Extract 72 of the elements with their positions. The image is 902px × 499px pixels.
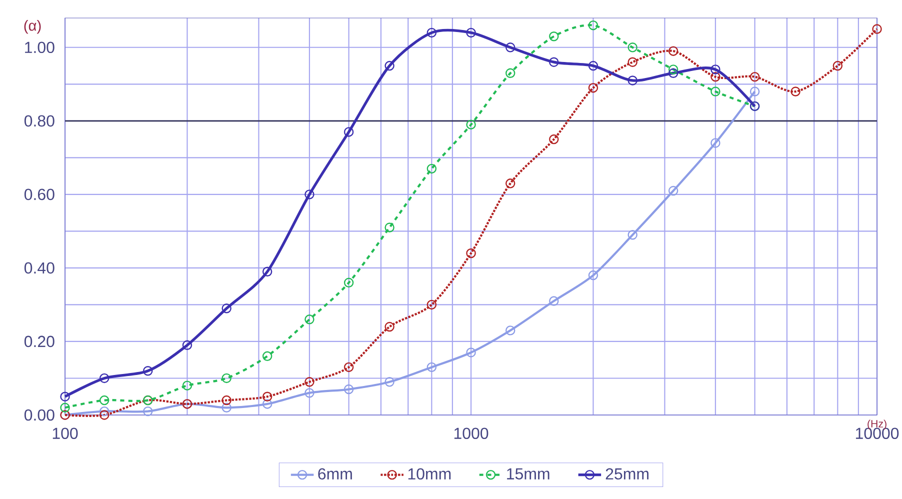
point: [628, 230, 638, 240]
legend-label: 25mm: [606, 468, 648, 480]
point: [384, 60, 394, 71]
point: [222, 402, 232, 413]
point: [505, 326, 516, 336]
y-tick-label: 0.80: [24, 115, 54, 127]
point: [872, 24, 882, 34]
x-tick-label: 100: [52, 428, 78, 440]
point: [99, 395, 110, 406]
point: [344, 384, 354, 394]
point: [222, 304, 232, 314]
point: [505, 68, 516, 78]
point: [99, 373, 110, 384]
point: [466, 248, 476, 258]
point: [668, 186, 678, 196]
point: [384, 322, 394, 332]
point: [344, 278, 354, 288]
point: [505, 178, 516, 188]
point: [790, 86, 800, 96]
point: [710, 72, 720, 82]
legend-label: 10mm: [408, 468, 451, 480]
x-tick-label: 10000: [856, 428, 899, 440]
point: [222, 395, 232, 406]
point: [262, 351, 272, 362]
point: [668, 46, 678, 56]
point: [304, 190, 314, 200]
point: [832, 60, 843, 71]
y-tick-label: 0.60: [24, 188, 54, 200]
legend-label: 15mm: [507, 468, 550, 480]
point: [710, 64, 720, 74]
x-tick-label: 1000: [454, 428, 488, 440]
point: [750, 72, 760, 82]
point: [99, 406, 110, 416]
point: [384, 377, 394, 387]
point: [588, 60, 598, 71]
point: [60, 392, 70, 402]
point: [588, 82, 598, 93]
point: [262, 399, 272, 409]
point: [668, 68, 678, 78]
point: [466, 120, 476, 130]
point: [466, 28, 476, 38]
y-tick-label: 0.40: [24, 262, 54, 274]
y-tick-label: 0.00: [24, 409, 54, 421]
y-tick-label: 1.00: [25, 42, 54, 54]
point: [588, 20, 598, 30]
point: [588, 270, 598, 280]
point: [344, 362, 354, 372]
point: [505, 42, 516, 52]
y-tick-label: 0.20: [24, 336, 54, 348]
point: [304, 377, 314, 387]
legend-label: 6mm: [318, 468, 352, 480]
point: [304, 388, 314, 398]
point: [750, 86, 760, 96]
point: [628, 57, 638, 67]
point: [222, 373, 232, 384]
point: [668, 64, 678, 74]
point: [99, 410, 110, 420]
point: [628, 76, 638, 86]
y-axis-title: (α): [24, 20, 41, 34]
point: [60, 402, 70, 413]
point: [384, 222, 394, 232]
point: [304, 314, 314, 324]
point: [182, 380, 192, 390]
point: [262, 392, 272, 402]
point: [344, 127, 354, 137]
point: [466, 348, 476, 358]
x-axis-title: (Hz): [868, 420, 886, 430]
point: [710, 86, 720, 96]
point: [182, 340, 192, 350]
point: [628, 42, 638, 52]
point: [710, 138, 720, 148]
point: [262, 266, 272, 276]
